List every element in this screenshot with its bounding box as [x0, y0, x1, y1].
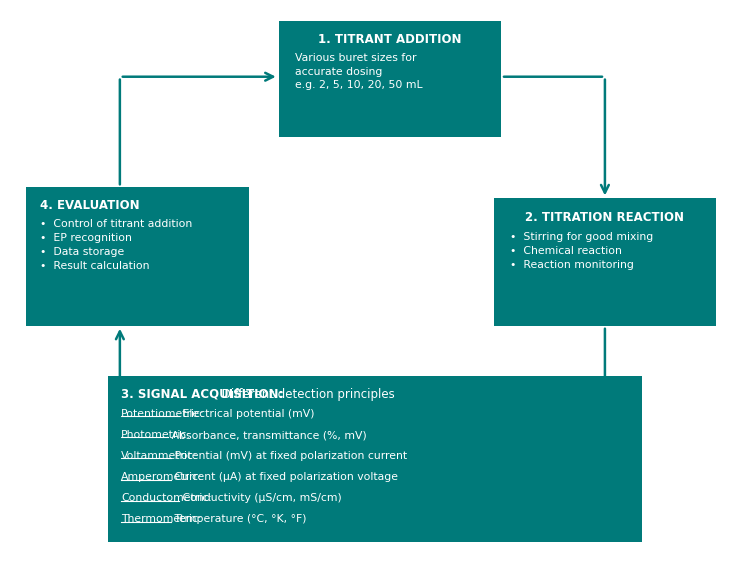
Text: Conductometric:: Conductometric: — [122, 493, 212, 503]
Text: Different detection principles: Different detection principles — [217, 388, 394, 401]
FancyBboxPatch shape — [494, 198, 716, 326]
Text: 2. TITRATION REACTION: 2. TITRATION REACTION — [526, 211, 685, 224]
Text: 4. EVALUATION: 4. EVALUATION — [40, 199, 140, 212]
Text: •  Control of titrant addition
•  EP recognition
•  Data storage
•  Result calcu: • Control of titrant addition • EP recog… — [40, 220, 192, 271]
Text: Photometric:: Photometric: — [122, 430, 191, 440]
Text: Voltammetric:: Voltammetric: — [122, 451, 198, 461]
FancyBboxPatch shape — [26, 187, 249, 326]
Text: Potential (mV) at fixed polarization current: Potential (mV) at fixed polarization cur… — [172, 451, 407, 461]
Text: Thermometric:: Thermometric: — [122, 515, 202, 525]
Text: Electrical potential (mV): Electrical potential (mV) — [179, 409, 315, 419]
Text: Potentiometric:: Potentiometric: — [122, 409, 205, 419]
Text: Temperature (°C, °K, °F): Temperature (°C, °K, °F) — [172, 515, 307, 525]
Text: Conductivity (μS/cm, mS/cm): Conductivity (μS/cm, mS/cm) — [179, 493, 342, 503]
Text: Absorbance, transmittance (%, mV): Absorbance, transmittance (%, mV) — [168, 430, 367, 440]
FancyBboxPatch shape — [278, 21, 501, 137]
Text: •  Stirring for good mixing
•  Chemical reaction
•  Reaction monitoring: • Stirring for good mixing • Chemical re… — [510, 231, 653, 270]
Text: 1. TITRANT ADDITION: 1. TITRANT ADDITION — [318, 33, 461, 46]
Text: Current (μA) at fixed polarization voltage: Current (μA) at fixed polarization volta… — [172, 472, 398, 482]
FancyBboxPatch shape — [108, 376, 642, 542]
Text: 3. SIGNAL ACQUISITION:: 3. SIGNAL ACQUISITION: — [122, 388, 284, 401]
Text: Various buret sizes for
accurate dosing
e.g. 2, 5, 10, 20, 50 mL: Various buret sizes for accurate dosing … — [295, 53, 422, 90]
Text: Amperometric:: Amperometric: — [122, 472, 203, 482]
